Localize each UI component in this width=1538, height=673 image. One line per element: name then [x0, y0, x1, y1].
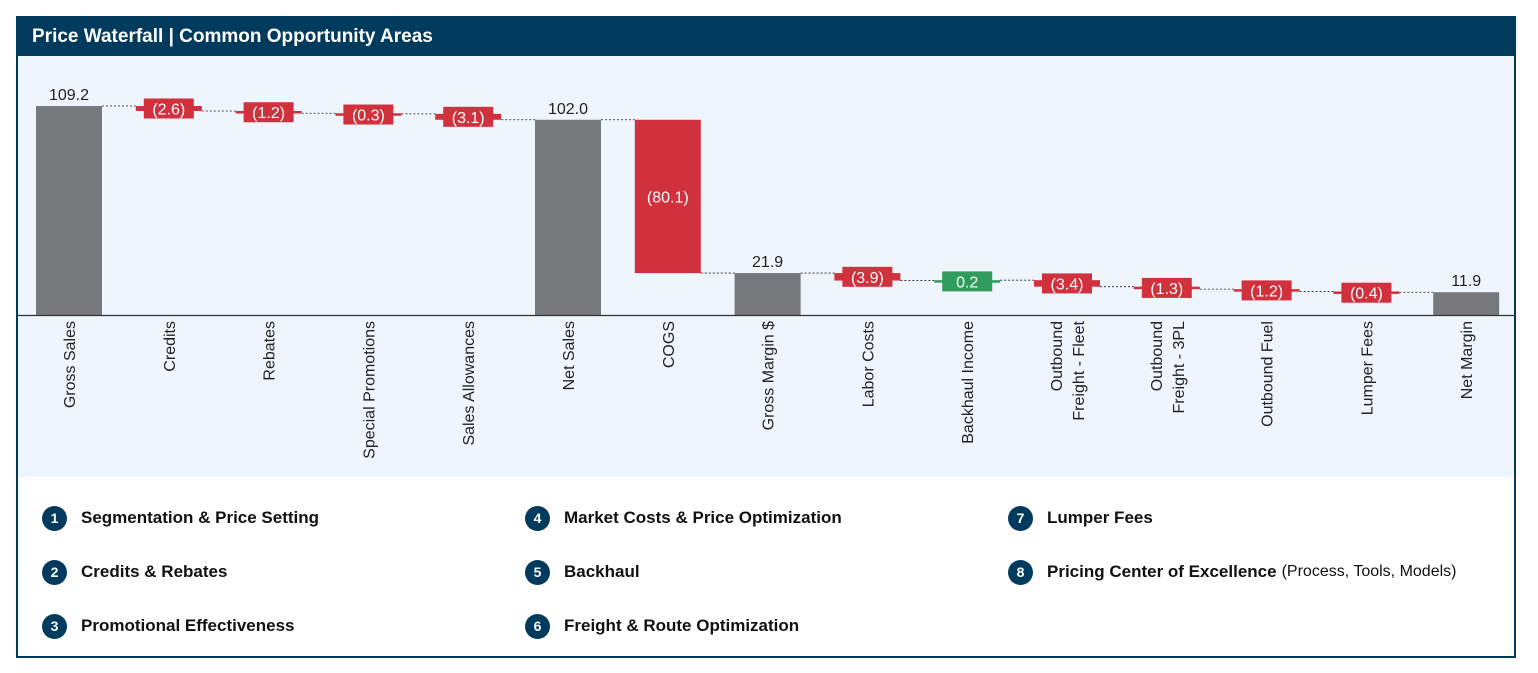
- legend-label: Market Costs & Price Optimization: [564, 508, 842, 527]
- x-tick-label: Outbound Freight - Fleet: [1049, 320, 1088, 420]
- data-label: (2.6): [152, 101, 185, 118]
- legend-number-badge: 5: [525, 559, 550, 585]
- legend-item: 2 Credits & Rebates: [42, 558, 227, 586]
- data-label: (3.4): [1051, 276, 1084, 293]
- legend-note: (Process, Tools, Models): [1281, 563, 1457, 580]
- legend-item: 6 Freight & Route Optimization: [525, 612, 799, 640]
- data-label-box: [443, 106, 494, 127]
- data-label-box: [1141, 277, 1192, 298]
- legend-label: Backhaul: [564, 562, 640, 581]
- x-tick-label: Outbound Freight - 3PL: [1149, 321, 1188, 414]
- panel-header: Price Waterfall | Common Opportunity Are…: [18, 18, 1514, 56]
- legend-label: Pricing Center of Excellence: [1047, 562, 1277, 581]
- legend-number-badge: 1: [42, 505, 67, 531]
- waterfall-bar: [634, 119, 701, 274]
- legend-label: Credits & Rebates: [81, 562, 228, 581]
- data-label-box: [942, 271, 993, 292]
- panel-title: Price Waterfall | Common Opportunity Are…: [32, 26, 433, 47]
- data-label: 11.9: [1451, 273, 1481, 290]
- legend-number-badge: 2: [42, 559, 67, 585]
- data-label: (0.3): [352, 108, 385, 125]
- legend-item: 8 Pricing Center of Excellence (Process,…: [1008, 558, 1456, 586]
- data-label: (1.2): [1250, 283, 1283, 300]
- x-tick-label: Gross Margin $: [761, 321, 778, 430]
- x-tick-label: Net Sales: [561, 321, 578, 390]
- waterfall-panel: Price Waterfall | Common Opportunity Are…: [16, 16, 1516, 658]
- data-label: 21.9: [752, 254, 783, 271]
- data-label: (1.2): [252, 105, 285, 122]
- data-label-box: [143, 98, 194, 119]
- x-tick-label: Gross Sales: [62, 321, 79, 408]
- data-label: (80.1): [647, 189, 689, 206]
- chart-area: 109.2 (2.6) (1.2) (0.3) (3.1) 102.0 (80.1) 21.9…: [18, 56, 1514, 477]
- x-tick-label: Rebates: [262, 321, 279, 381]
- data-label: (0.4): [1350, 286, 1383, 303]
- data-label-box: [1241, 280, 1292, 301]
- x-tick-label: Sales Allowances: [461, 321, 478, 446]
- legend-label: Promotional Effectiveness: [81, 616, 295, 635]
- waterfall-bar: [734, 273, 801, 315]
- legend-number-badge: 3: [42, 613, 67, 639]
- legend-item: 3 Promotional Effectiveness: [42, 612, 295, 640]
- data-label-box: [343, 104, 394, 125]
- x-tick-label: Outbound Fuel: [1260, 321, 1277, 427]
- legend-item: 1 Segmentation & Price Setting: [42, 504, 319, 532]
- legend-label: Segmentation & Price Setting: [81, 508, 320, 527]
- legend-number-badge: 7: [1008, 505, 1033, 531]
- x-tick-label: COGS: [661, 321, 678, 368]
- legend-label: Freight & Route Optimization: [564, 616, 800, 635]
- legend-number-badge: 4: [525, 505, 550, 531]
- data-label: (1.3): [1150, 281, 1183, 298]
- legend-label: Lumper Fees: [1047, 508, 1153, 527]
- waterfall-chart: 109.2 (2.6) (1.2) (0.3) (3.1) 102.0 (80.1) 21.9…: [18, 87, 1514, 459]
- legend-number-badge: 6: [525, 613, 550, 639]
- data-label-box: [243, 102, 294, 123]
- data-label-box: [1341, 282, 1392, 303]
- waterfall-bar: [1433, 292, 1500, 315]
- x-tick-label: Special Promotions: [361, 321, 378, 459]
- waterfall-bar: [535, 119, 601, 316]
- data-label: 109.2: [49, 87, 89, 104]
- opportunity-legend: 1 Segmentation & Price Setting 2 Credits…: [18, 477, 1514, 657]
- data-label: 0.2: [956, 274, 978, 291]
- legend-item: 4 Market Costs & Price Optimization: [525, 504, 842, 532]
- data-label: (3.9): [851, 270, 884, 287]
- data-label-box: [1042, 273, 1092, 294]
- legend-item: 5 Backhaul: [525, 558, 640, 586]
- waterfall-bar: [36, 106, 102, 315]
- legend-item: 7 Lumper Fees: [1008, 504, 1153, 532]
- data-label: 102.0: [548, 101, 588, 118]
- x-tick-label: Lumper Fees: [1359, 321, 1376, 415]
- data-label-box: [842, 266, 893, 287]
- x-tick-label: Labor Costs: [860, 321, 877, 407]
- x-tick-label: Net Margin: [1459, 321, 1476, 399]
- x-tick-label: Credits: [162, 321, 179, 372]
- legend-number-badge: 8: [1008, 559, 1033, 585]
- x-tick-label: Backhaul Income: [960, 321, 977, 444]
- data-label: (3.1): [452, 110, 485, 127]
